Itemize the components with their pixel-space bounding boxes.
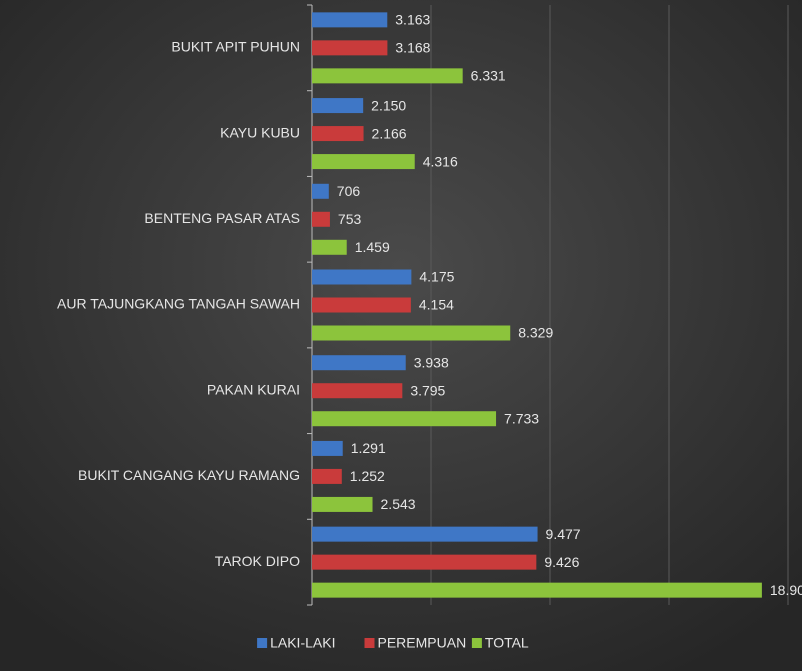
value-label: 9.477: [546, 526, 581, 542]
value-label: 3.168: [395, 40, 430, 56]
bar: [312, 582, 762, 598]
legend-label: LAKI-LAKI: [270, 635, 335, 651]
value-label: 3.938: [414, 354, 449, 370]
bar: [312, 239, 347, 255]
bar: [312, 554, 537, 570]
value-label: 1.291: [351, 440, 386, 456]
value-label: 3.795: [410, 382, 445, 398]
category-label: KAYU KUBU: [220, 124, 300, 140]
category-label: BUKIT CANGANG KAYU RAMANG: [78, 467, 300, 483]
value-label: 4.316: [423, 153, 458, 169]
bar: [312, 211, 330, 227]
value-label: 7.733: [504, 410, 539, 426]
bar: [312, 40, 388, 56]
value-label: 4.154: [419, 297, 454, 313]
value-label: 2.150: [371, 97, 406, 113]
bar: [312, 468, 342, 484]
value-label: 2.543: [381, 496, 416, 512]
value-label: 753: [338, 211, 362, 227]
value-label: 1.459: [355, 239, 390, 255]
bar: [312, 269, 412, 285]
value-label: 6.331: [471, 68, 506, 84]
bar: [312, 355, 406, 371]
bar: [312, 154, 415, 170]
bar: [312, 440, 343, 456]
value-label: 18.903: [770, 582, 802, 598]
legend-swatch: [471, 638, 482, 648]
bar: [312, 12, 388, 28]
value-label: 9.426: [544, 554, 579, 570]
category-label: BENTENG PASAR ATAS: [144, 210, 300, 226]
bar: [312, 98, 364, 114]
bar: [312, 411, 497, 427]
legend-label: TOTAL: [485, 635, 529, 651]
bar: [312, 325, 511, 341]
value-label: 8.329: [518, 325, 553, 341]
value-label: 706: [337, 183, 361, 199]
category-label: PAKAN KURAI: [207, 381, 300, 397]
legend-swatch: [364, 638, 375, 648]
value-label: 4.175: [419, 269, 454, 285]
category-label: AUR TAJUNGKANG TANGAH SAWAH: [57, 296, 300, 312]
value-label: 3.163: [395, 12, 430, 28]
value-label: 2.166: [372, 125, 407, 141]
bar: [312, 183, 329, 199]
category-label: BUKIT APIT PUHUN: [171, 39, 300, 55]
legend-swatch: [257, 638, 268, 648]
legend-label: PEREMPUAN: [378, 635, 467, 651]
value-label: 1.252: [350, 468, 385, 484]
bar: [312, 383, 403, 399]
bar: [312, 297, 411, 313]
bar: [312, 126, 364, 142]
category-label: TAROK DIPO: [215, 553, 300, 569]
bar: [312, 496, 373, 512]
bar: [312, 526, 538, 542]
bar: [312, 68, 463, 84]
